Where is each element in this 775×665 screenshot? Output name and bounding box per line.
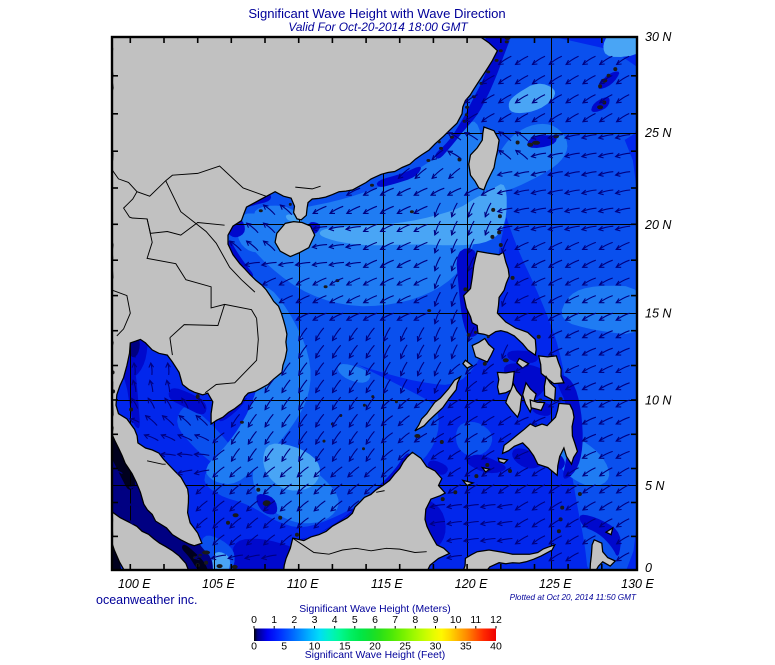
svg-text:125 E: 125 E xyxy=(539,577,572,591)
svg-text:25: 25 xyxy=(399,641,411,653)
svg-text:10 N: 10 N xyxy=(645,394,672,408)
svg-text:Significant Wave Height with W: Significant Wave Height with Wave Direct… xyxy=(248,6,505,21)
svg-text:30: 30 xyxy=(430,641,442,653)
svg-text:Plotted at Oct 20, 2014 11:50: Plotted at Oct 20, 2014 11:50 GMT xyxy=(510,593,637,602)
svg-text:1: 1 xyxy=(271,614,277,626)
svg-text:105 E: 105 E xyxy=(202,577,235,591)
svg-text:115 E: 115 E xyxy=(371,577,403,591)
svg-text:20: 20 xyxy=(369,641,381,653)
svg-text:9: 9 xyxy=(433,614,439,626)
svg-text:8: 8 xyxy=(412,614,418,626)
svg-text:Valid For Oct-20-2014 18:00 GM: Valid For Oct-20-2014 18:00 GMT xyxy=(288,20,468,34)
svg-text:20 N: 20 N xyxy=(644,218,672,232)
svg-text:40: 40 xyxy=(490,641,502,653)
svg-text:120 E: 120 E xyxy=(455,577,488,591)
svg-text:15 N: 15 N xyxy=(645,307,672,321)
svg-text:10: 10 xyxy=(309,641,321,653)
svg-text:30 N: 30 N xyxy=(645,30,672,44)
svg-text:Significant Wave Height (Feet): Significant Wave Height (Feet) xyxy=(305,650,446,661)
svg-text:100 E: 100 E xyxy=(118,577,151,591)
svg-text:25 N: 25 N xyxy=(644,126,672,140)
svg-text:10: 10 xyxy=(450,614,462,626)
svg-text:0: 0 xyxy=(251,641,257,653)
svg-text:35: 35 xyxy=(460,641,472,653)
svg-text:5 N: 5 N xyxy=(645,479,665,493)
svg-text:5: 5 xyxy=(352,614,358,626)
svg-text:4: 4 xyxy=(332,614,338,626)
svg-text:2: 2 xyxy=(291,614,297,626)
svg-text:3: 3 xyxy=(312,614,318,626)
svg-text:6: 6 xyxy=(372,614,378,626)
svg-text:11: 11 xyxy=(470,614,481,626)
svg-text:130 E: 130 E xyxy=(621,577,654,591)
svg-text:0: 0 xyxy=(251,614,257,626)
svg-text:12: 12 xyxy=(490,614,502,626)
svg-text:Significant Wave Height (Meter: Significant Wave Height (Meters) xyxy=(299,604,451,615)
svg-text:oceanweather inc.: oceanweather inc. xyxy=(96,593,197,607)
svg-text:0: 0 xyxy=(645,561,652,575)
svg-text:15: 15 xyxy=(339,641,351,653)
svg-text:110 E: 110 E xyxy=(287,577,319,591)
svg-text:7: 7 xyxy=(392,614,398,626)
svg-text:5: 5 xyxy=(281,641,287,653)
